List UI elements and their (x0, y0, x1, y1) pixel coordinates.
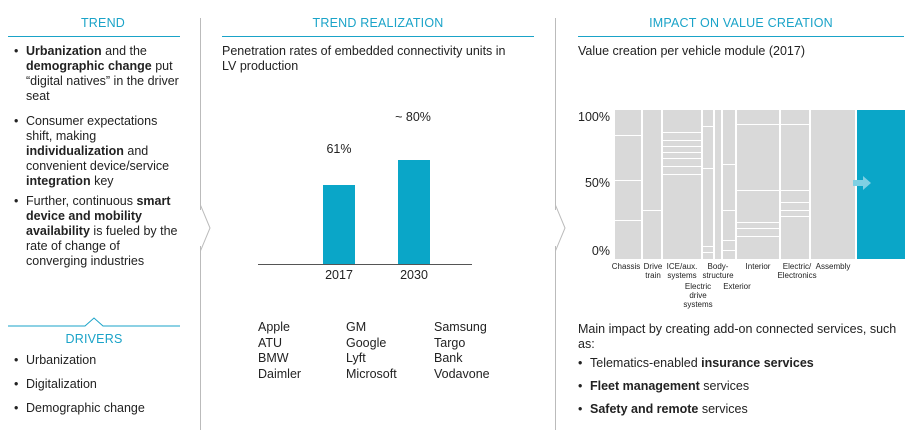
penetration-bar-2030 (398, 160, 430, 264)
impact-bullet-insurance: Telematics-enabled insurance services (578, 356, 890, 371)
rich-text-run: services (698, 402, 748, 416)
company-name: Google (346, 335, 387, 350)
penetration-chart: 61% ~ 80% 2017 2030 (222, 100, 512, 290)
rich-text-run: put “digital natives” in the driver seat (26, 59, 179, 103)
rich-text-run: Telematics-enabled (590, 356, 702, 370)
company-name: Vodavone (434, 366, 490, 381)
company-name: Microsoft (346, 366, 397, 381)
impact-intro: Main impact by creating add-on connected… (578, 322, 897, 351)
company-name: Apple (258, 320, 290, 334)
value-creation-chart (615, 110, 905, 259)
penetration-value-label-2030: ~ 80% (395, 110, 431, 124)
rich-text-run: insurance services (701, 356, 814, 370)
driver-item-demographic-change: Demographic change (14, 401, 186, 416)
driver-item-digitalization: Digitalization (14, 377, 186, 392)
rich-text-run: individualization (26, 144, 124, 158)
rich-text-run: Further, continuous (26, 194, 137, 208)
module-column-exterior (723, 110, 735, 259)
rich-text-run: smart device and mobility availability (26, 194, 171, 238)
arrow-right-icon (853, 176, 871, 190)
module-column-ice-aux-systems (663, 110, 701, 259)
impact-subtitle: Value creation per vehicle module (2017) (578, 44, 805, 58)
value-y-tick-0: 0% (591, 244, 610, 258)
realization-header-line (222, 36, 534, 37)
rich-text-run: services (699, 379, 750, 393)
rich-text-run: and the (101, 44, 147, 58)
trend-bullet-2: Consumer expectations shift, making indi… (14, 114, 184, 189)
company-name: Bank (434, 351, 463, 365)
company-name: GM (346, 320, 367, 334)
impact-header: IMPACT ON VALUE CREATION (649, 16, 833, 30)
trend-header-line (8, 36, 180, 37)
rich-text-run: integration (26, 174, 91, 188)
column-separator-1 (200, 18, 201, 210)
column-separator-1-lower (200, 246, 201, 430)
drivers-header-line (8, 317, 180, 327)
impact-bullet-fleet: Fleet management services (578, 379, 890, 394)
module-label-assembly: Assembly (815, 262, 851, 271)
trend-bullet-1: Urbanization and the demographic change … (14, 44, 184, 104)
penetration-x-label-2030: 2030 (400, 268, 428, 282)
company-name: Lyft (346, 351, 366, 365)
company-name: BMW (258, 351, 289, 365)
module-label-ice-aux-systems: ICE/aux. systems (666, 262, 698, 280)
company-name: Daimler (258, 366, 302, 381)
impact-bullet-safety: Safety and remote services (578, 402, 890, 417)
chevron-right-icon (555, 204, 566, 252)
module-label-exterior: Exterior (723, 282, 751, 291)
realization-header: TREND REALIZATION (312, 16, 444, 30)
module-column-drive-train (643, 110, 661, 259)
rich-text-run: Consumer expectations shift, making (26, 114, 158, 143)
module-label-chassis: Chassis (611, 262, 641, 271)
rich-text-run: demographic change (26, 59, 152, 73)
company-name: ATU (258, 335, 283, 350)
penetration-x-axis (258, 264, 472, 265)
module-label-electric-drive-systems: Electric drive systems (683, 282, 713, 309)
penetration-bar-2017 (323, 184, 355, 264)
rich-text-run: Urbanization (26, 44, 102, 58)
module-column-interior (737, 110, 779, 259)
rich-text-run: key (90, 174, 114, 188)
module-label-electric-electronics: Electric/ Electronics (777, 262, 817, 280)
module-column-chassis (615, 110, 641, 259)
company-list-col-3: Samsung Targo Bank Vodavone (434, 320, 514, 382)
rich-text-run: Fleet management (590, 379, 700, 393)
rich-text-run: is fueled by the rate of change of conve… (26, 224, 178, 268)
trend-bullet-3: Further, continuous smart device and mob… (14, 194, 184, 269)
rich-text-run: and convenient device/service (26, 144, 170, 173)
company-list-col-2: GM Google Lyft Microsoft (346, 320, 426, 382)
value-y-tick-50: 50% (584, 176, 610, 190)
penetration-x-label-2017: 2017 (325, 268, 353, 282)
module-column-electric-drive-systems (703, 110, 713, 259)
column-separator-2 (555, 18, 556, 210)
module-label-body-structure: Body-structure (702, 262, 734, 280)
chevron-right-icon (200, 204, 211, 252)
impact-header-line (578, 36, 904, 37)
driver-item-urbanization: Urbanization (14, 353, 186, 368)
module-column-electric-electronics (781, 110, 809, 259)
penetration-value-label-2017: 61% (326, 142, 352, 156)
module-label-drive-train: Drive train (643, 262, 663, 280)
rich-text-run: Safety and remote (590, 402, 699, 416)
value-y-tick-100: 100% (578, 110, 610, 124)
column-separator-2-lower (555, 246, 556, 430)
company-name: Samsung (434, 320, 487, 334)
company-name: Targo (434, 335, 466, 350)
company-list-col-1: Apple ATU BMW Daimler (258, 320, 338, 382)
realization-subtitle: Penetration rates of embedded connectivi… (222, 44, 506, 73)
drivers-header: DRIVERS (65, 332, 123, 346)
module-column-assembly (811, 110, 855, 259)
trend-header: TREND (80, 16, 126, 30)
module-column-body-structure (715, 110, 721, 259)
module-label-interior: Interior (745, 262, 771, 271)
